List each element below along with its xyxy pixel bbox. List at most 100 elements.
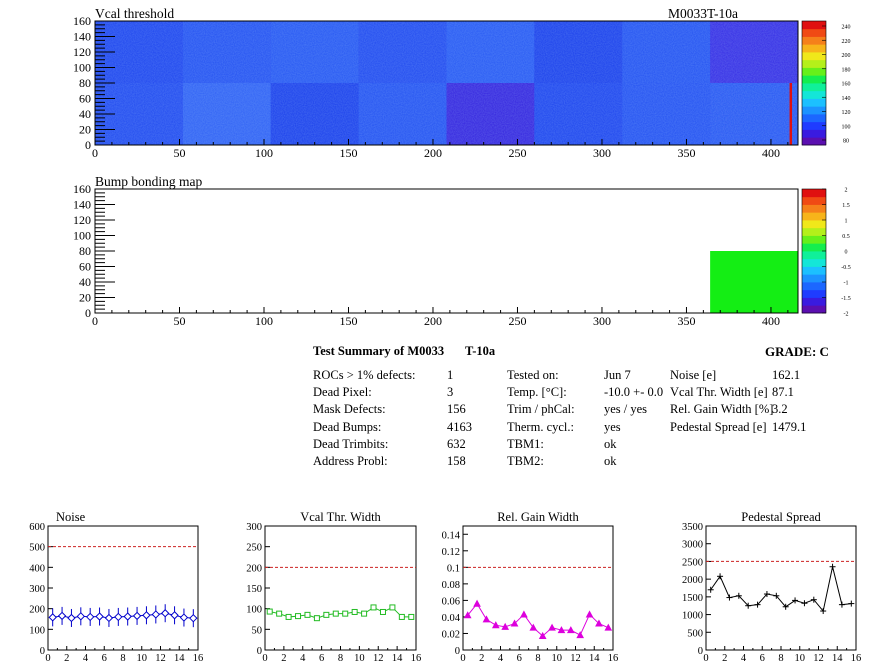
x-tick-label: 14 <box>832 653 843 664</box>
test-info-label: Trim / phCal: <box>507 402 575 417</box>
palette-cell <box>802 196 826 205</box>
plot-frame <box>462 525 614 651</box>
x-tick-label: 250 <box>508 314 526 328</box>
y-tick-label: 40 <box>79 275 91 289</box>
palette-cell <box>802 282 826 291</box>
palette-cell <box>802 114 826 123</box>
test-info-value: Jun 7 <box>604 368 631 382</box>
x-tick-label: 6 <box>319 653 324 664</box>
y-tick-label: 100 <box>246 605 262 616</box>
data-point <box>67 613 76 623</box>
x-tick-label: 0 <box>703 653 708 664</box>
x-tick-label: 2 <box>722 653 727 664</box>
x-tick-label: 14 <box>174 653 185 664</box>
y-tick-label: 60 <box>79 260 91 274</box>
chart-pedestal-spread: Pedestal Spread 0 500 1000 1500 2000 2500 3000 3… <box>682 510 861 664</box>
palette-cell <box>802 189 826 198</box>
palette-tick-label: 2 <box>845 188 848 194</box>
y-tick-label: 250 <box>246 543 262 554</box>
test-info-label: Temp. [°C]: <box>507 385 567 400</box>
y-tick-label: 100 <box>73 61 91 75</box>
x-tick-label: 200 <box>424 146 442 160</box>
data-point <box>104 613 114 623</box>
y-tick-label: 600 <box>29 522 45 533</box>
palette-tick-label: -0.5 <box>841 265 851 271</box>
y-tick-label: 3000 <box>682 540 703 551</box>
data-point <box>482 615 491 623</box>
data-point <box>398 613 405 620</box>
y-tick-label: 60 <box>79 92 91 106</box>
palette-tick-label: 1.5 <box>842 203 850 209</box>
series-line <box>710 566 852 613</box>
x-tick-label: 2 <box>64 653 69 664</box>
x-tick-label: 100 <box>255 146 273 160</box>
panel-title: Bump bonding map <box>95 174 202 189</box>
palette-cell <box>802 121 826 130</box>
metric-label: Pedestal Spread [e] <box>670 419 767 434</box>
x-tick-label: 8 <box>338 653 343 664</box>
palette-cell <box>802 28 826 37</box>
y-tick-label: 1000 <box>682 611 703 622</box>
data-point <box>179 613 189 622</box>
x-tick-label: 6 <box>517 653 522 664</box>
y-tick-label: 20 <box>79 291 91 305</box>
data-point <box>408 613 415 620</box>
x-tick-label: 12 <box>373 653 384 664</box>
data-point <box>520 610 528 618</box>
palette-cell <box>802 274 826 283</box>
data-point <box>114 612 123 622</box>
y-tick-label: 160 <box>73 182 91 196</box>
x-tick-label: 0 <box>92 314 98 328</box>
data-point <box>370 604 377 611</box>
x-tick-label: 200 <box>424 314 442 328</box>
test-info-label: TBM2: <box>507 454 544 468</box>
test-info-label: Therm. cycl.: <box>507 419 574 434</box>
palette-cell <box>802 220 826 229</box>
palette-cell <box>802 251 826 260</box>
chart-title: Pedestal Spread <box>741 510 821 524</box>
x-tick-label: 12 <box>813 653 824 664</box>
y-tick-label: 0 <box>85 306 91 320</box>
x-tick-label: 300 <box>593 146 611 160</box>
y-tick-label: 0.1 <box>447 563 460 574</box>
palette-tick-label: 1 <box>845 219 848 225</box>
y-tick-label: 3500 <box>682 522 703 533</box>
x-tick-label: 150 <box>339 314 357 328</box>
palette-cell <box>802 36 826 45</box>
x-tick-label: 10 <box>354 653 365 664</box>
palette-cell <box>802 129 826 138</box>
test-info-value: yes <box>604 419 621 434</box>
y-tick-label: 0.14 <box>442 530 461 541</box>
x-tick-label: 8 <box>535 653 540 664</box>
x-tick-label: 8 <box>120 653 125 664</box>
metric-label: Vcal Thr. Width [e] <box>670 385 768 400</box>
chart-rel-gain-width: Rel. Gain Width 0 0.02 0.04 0.06 0.08 0.1 0.12 0… <box>442 510 619 664</box>
y-tick-label: 80 <box>79 244 91 258</box>
x-tick-label: 8 <box>778 653 783 664</box>
y-tick-label: 2000 <box>682 575 703 586</box>
pixel-noise <box>95 21 798 145</box>
defect-value: 632 <box>447 436 466 451</box>
chart-title: Rel. Gain Width <box>497 510 579 524</box>
data-point <box>491 621 500 629</box>
x-tick-label: 16 <box>608 653 619 664</box>
y-tick-label: 120 <box>73 45 91 59</box>
x-tick-label: 300 <box>593 314 611 328</box>
y-tick-label: 200 <box>246 563 262 574</box>
test-info-label: Tested on: <box>507 368 559 382</box>
x-tick-label: 10 <box>795 653 806 664</box>
x-tick-label: 12 <box>570 653 581 664</box>
test-info-value: yes / yes <box>604 402 648 417</box>
palette-cell <box>802 258 826 267</box>
data-point <box>473 599 481 607</box>
data-point <box>85 612 95 622</box>
data-point <box>389 604 396 611</box>
y-tick-label: 300 <box>246 522 262 533</box>
data-point <box>510 619 519 627</box>
data-point <box>142 611 151 620</box>
series-line <box>269 606 412 619</box>
palette-cell <box>802 212 826 221</box>
y-tick-label: 80 <box>79 76 91 90</box>
y-tick-label: 2500 <box>682 557 703 568</box>
